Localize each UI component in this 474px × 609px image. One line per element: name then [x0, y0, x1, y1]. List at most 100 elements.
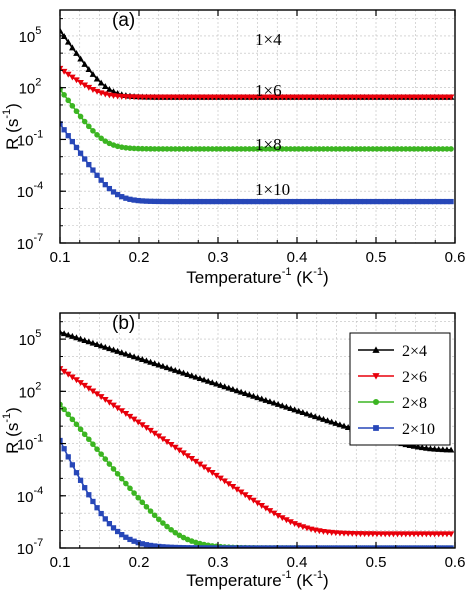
y-axis-label-close: ) — [3, 407, 22, 413]
series-point — [241, 390, 249, 397]
series-point — [250, 545, 257, 548]
series-point — [419, 545, 425, 548]
series-point — [188, 372, 196, 379]
series-point — [230, 545, 236, 548]
series-point — [382, 146, 388, 152]
series-point — [283, 517, 290, 524]
series-point — [64, 38, 72, 45]
series-point — [283, 545, 290, 548]
series-point — [448, 198, 454, 205]
series-point — [143, 145, 150, 152]
y-tick-label: 105 — [19, 25, 42, 46]
legend-box — [349, 332, 451, 446]
x-tick-label: 0.5 — [366, 249, 387, 266]
series-point — [316, 146, 323, 152]
series-point — [213, 380, 220, 387]
series-point — [447, 531, 455, 538]
series-point — [89, 339, 97, 346]
series-point — [299, 409, 307, 416]
y-tick-label: 10-7 — [17, 537, 43, 558]
series-point — [431, 146, 438, 152]
series-point — [221, 478, 228, 485]
series-point — [225, 146, 232, 152]
series-point — [254, 394, 261, 401]
series-point — [155, 361, 163, 368]
series-point — [106, 521, 113, 527]
series-point — [386, 146, 393, 152]
series-point — [114, 347, 121, 354]
series-point — [98, 510, 104, 517]
series-point — [332, 146, 339, 152]
y-axis-label: R (s-1) — [1, 103, 22, 150]
series-point — [435, 146, 442, 152]
series-point — [60, 121, 63, 127]
series-point — [291, 146, 298, 152]
series-point — [106, 185, 113, 192]
series-point — [122, 411, 130, 417]
series-point — [229, 385, 237, 392]
series-point — [82, 485, 88, 491]
series-point — [250, 392, 257, 399]
series-point — [160, 198, 166, 205]
series-point — [311, 413, 319, 420]
series-point — [329, 198, 335, 205]
series-point — [81, 82, 88, 89]
series-point — [135, 494, 142, 501]
series-point — [402, 146, 409, 152]
series-point — [226, 545, 232, 548]
series-point — [123, 534, 129, 540]
series-point — [357, 146, 364, 152]
x-axis-label-close: ) — [323, 571, 329, 590]
series-point — [196, 375, 204, 382]
series-point — [176, 544, 183, 548]
series-point — [201, 198, 207, 205]
y-tick-exp: -7 — [33, 537, 43, 549]
series-point — [423, 444, 430, 451]
series-point — [172, 146, 179, 152]
series-point — [110, 189, 117, 195]
series-point — [151, 430, 158, 437]
series-point — [283, 198, 290, 205]
y-axis-label: R (s-1) — [1, 407, 22, 454]
x-axis: 0.1 0.2 0.3 0.4 0.5 0.6 — [50, 313, 465, 571]
series-point — [209, 545, 215, 548]
series-point — [259, 198, 265, 205]
series-point — [101, 343, 109, 350]
panel-label: (b) — [112, 313, 135, 334]
series-point — [160, 520, 166, 526]
series-point — [308, 198, 314, 205]
series-point — [135, 197, 141, 204]
series-point — [61, 406, 67, 413]
series-point — [329, 545, 335, 548]
series-point — [81, 431, 88, 438]
x-tick-label: 0.4 — [287, 554, 308, 571]
series-point — [246, 146, 253, 152]
x-tick-label: 0.4 — [287, 249, 308, 266]
series-point — [168, 544, 174, 548]
y-tick-label: 102 — [19, 77, 42, 98]
series-point — [159, 362, 167, 369]
series-point — [440, 545, 446, 548]
series-point — [254, 198, 261, 205]
series-point — [341, 146, 347, 152]
series-point — [160, 146, 166, 152]
series-point — [118, 475, 125, 482]
series-point — [353, 198, 360, 205]
series-point — [81, 337, 88, 343]
series-point — [341, 198, 347, 205]
series-point — [135, 145, 142, 152]
series-point — [139, 499, 146, 506]
series-point — [89, 70, 97, 77]
series-point — [77, 80, 84, 86]
plot-area — [60, 27, 455, 205]
series-point — [131, 145, 137, 152]
series-point — [176, 447, 183, 454]
series-point — [447, 94, 455, 101]
series-point — [238, 198, 244, 205]
series-point — [77, 426, 84, 433]
series-point — [97, 79, 105, 86]
series-point — [193, 146, 199, 152]
series-point — [300, 198, 306, 205]
series-point — [308, 146, 314, 152]
series-point — [90, 441, 96, 448]
